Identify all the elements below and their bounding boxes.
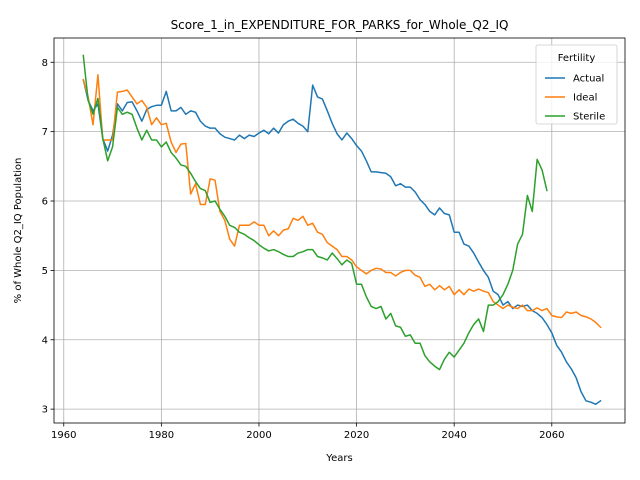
x-tick-label: 2000 bbox=[246, 430, 271, 441]
x-axis-label: Years bbox=[325, 453, 352, 464]
x-tick-label: 2060 bbox=[539, 430, 564, 441]
x-tick-label: 2020 bbox=[344, 430, 369, 441]
y-tick-label: 3 bbox=[42, 405, 48, 416]
chart-title: Score_1_in_EXPENDITURE_FOR_PARKS_for_Who… bbox=[171, 18, 509, 32]
y-tick-label: 5 bbox=[42, 266, 48, 277]
legend-label-actual: Actual bbox=[573, 74, 604, 85]
legend: Fertility Actual Ideal Sterile bbox=[535, 44, 618, 125]
legend-label-ideal: Ideal bbox=[573, 93, 597, 104]
legend-items: Actual Ideal Sterile bbox=[545, 74, 605, 123]
legend-box bbox=[535, 44, 618, 125]
series-line-ideal bbox=[82, 74, 602, 329]
plot-area-frame bbox=[53, 37, 626, 424]
x-tick-label: 2040 bbox=[441, 430, 466, 441]
legend-title: Fertility bbox=[558, 53, 596, 64]
x-tick-label: 1960 bbox=[51, 430, 76, 441]
y-tick-label: 7 bbox=[42, 127, 48, 138]
axis-ticks: 1960 1980 2000 2020 2040 2060 3 4 5 6 7 8 bbox=[42, 58, 565, 441]
y-tick-label: 6 bbox=[42, 197, 48, 208]
series-lines bbox=[82, 54, 602, 406]
y-tick-label: 8 bbox=[42, 58, 48, 69]
x-tick-label: 1980 bbox=[149, 430, 174, 441]
legend-label-sterile: Sterile bbox=[573, 112, 605, 123]
y-tick-label: 4 bbox=[42, 335, 48, 346]
y-axis-label: % of Whole Q2_IQ Population bbox=[13, 158, 24, 304]
series-line-sterile bbox=[82, 54, 548, 371]
